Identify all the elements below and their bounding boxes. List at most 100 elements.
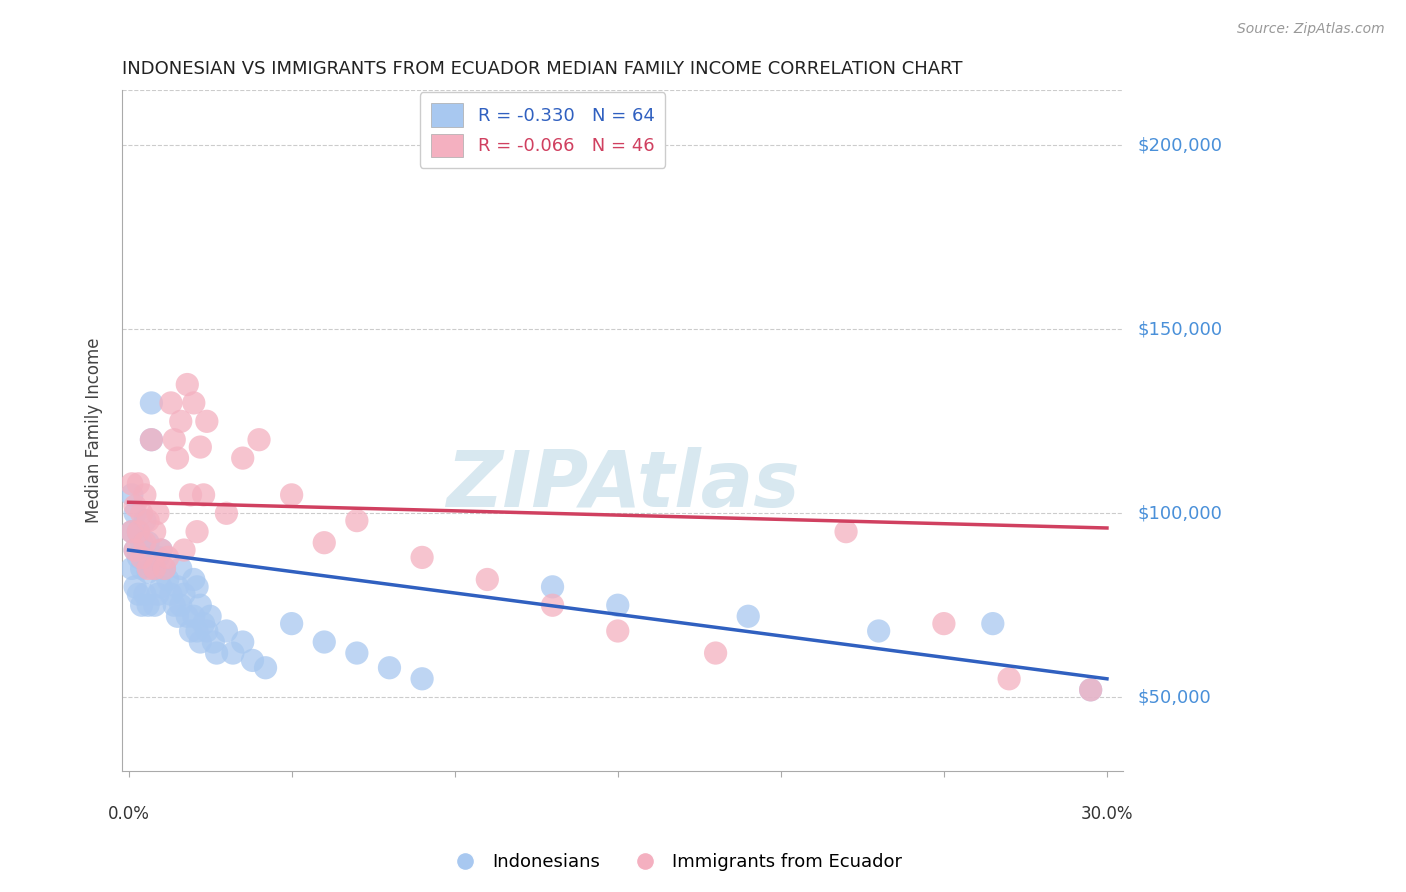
Point xyxy=(606,624,628,638)
Point xyxy=(193,488,215,502)
Point xyxy=(134,535,156,549)
Point xyxy=(222,646,245,660)
Text: 30.0%: 30.0% xyxy=(1081,805,1133,823)
Point xyxy=(242,653,264,667)
Point xyxy=(835,524,858,539)
Point xyxy=(124,543,146,558)
Point xyxy=(1080,682,1102,697)
Point xyxy=(121,488,143,502)
Point xyxy=(131,561,153,575)
Point xyxy=(188,440,211,454)
Point xyxy=(124,543,146,558)
Point xyxy=(156,573,179,587)
Point xyxy=(131,550,153,565)
Text: $50,000: $50,000 xyxy=(1137,689,1211,706)
Point xyxy=(205,646,228,660)
Point xyxy=(215,624,238,638)
Point xyxy=(134,587,156,601)
Text: $100,000: $100,000 xyxy=(1137,504,1222,523)
Point xyxy=(170,414,193,428)
Point xyxy=(188,635,211,649)
Y-axis label: Median Family Income: Median Family Income xyxy=(86,338,103,524)
Point xyxy=(124,580,146,594)
Point xyxy=(202,635,225,649)
Point xyxy=(136,535,159,549)
Text: $200,000: $200,000 xyxy=(1137,136,1222,154)
Point xyxy=(160,396,183,410)
Point xyxy=(136,599,159,613)
Point xyxy=(195,414,218,428)
Point xyxy=(146,506,169,520)
Text: Source: ZipAtlas.com: Source: ZipAtlas.com xyxy=(1237,22,1385,37)
Text: ZIPAtlas: ZIPAtlas xyxy=(446,447,800,523)
Point xyxy=(134,550,156,565)
Point xyxy=(160,587,183,601)
Point xyxy=(247,433,270,447)
Point xyxy=(215,506,238,520)
Point xyxy=(166,580,188,594)
Point xyxy=(127,587,149,601)
Point xyxy=(314,635,336,649)
Point xyxy=(188,599,211,613)
Point xyxy=(186,624,208,638)
Point xyxy=(180,624,202,638)
Point xyxy=(134,514,156,528)
Point xyxy=(146,587,169,601)
Point xyxy=(150,543,173,558)
Point xyxy=(136,565,159,579)
Point xyxy=(136,514,159,528)
Point xyxy=(141,433,163,447)
Point xyxy=(314,535,336,549)
Point xyxy=(998,672,1021,686)
Point xyxy=(131,535,153,549)
Legend: R = -0.330   N = 64, R = -0.066   N = 46: R = -0.330 N = 64, R = -0.066 N = 46 xyxy=(420,93,665,168)
Point xyxy=(180,488,202,502)
Point xyxy=(541,580,564,594)
Point xyxy=(477,573,499,587)
Point xyxy=(121,561,143,575)
Point xyxy=(186,580,208,594)
Point xyxy=(868,624,890,638)
Point xyxy=(163,599,186,613)
Point xyxy=(134,488,156,502)
Point xyxy=(131,599,153,613)
Point xyxy=(156,550,179,565)
Point xyxy=(121,524,143,539)
Point xyxy=(176,377,198,392)
Point xyxy=(1080,682,1102,697)
Point xyxy=(737,609,759,624)
Point xyxy=(143,561,166,575)
Point xyxy=(173,587,195,601)
Point xyxy=(143,561,166,575)
Point xyxy=(378,661,401,675)
Point xyxy=(232,635,254,649)
Point xyxy=(411,672,433,686)
Point xyxy=(183,573,205,587)
Point xyxy=(198,609,221,624)
Point xyxy=(173,543,195,558)
Point xyxy=(183,609,205,624)
Point xyxy=(124,506,146,520)
Point xyxy=(280,616,302,631)
Point xyxy=(153,561,176,575)
Point xyxy=(153,561,176,575)
Point xyxy=(170,561,193,575)
Point xyxy=(136,561,159,575)
Point xyxy=(254,661,277,675)
Point xyxy=(411,550,433,565)
Point xyxy=(131,506,153,520)
Point xyxy=(150,580,173,594)
Point xyxy=(141,433,163,447)
Point xyxy=(127,524,149,539)
Legend: Indonesians, Immigrants from Ecuador: Indonesians, Immigrants from Ecuador xyxy=(440,847,910,879)
Point xyxy=(704,646,727,660)
Point xyxy=(163,433,186,447)
Point xyxy=(541,599,564,613)
Point xyxy=(232,451,254,466)
Point xyxy=(346,514,368,528)
Point xyxy=(280,488,302,502)
Point xyxy=(606,599,628,613)
Point xyxy=(143,599,166,613)
Point xyxy=(183,396,205,410)
Point xyxy=(127,524,149,539)
